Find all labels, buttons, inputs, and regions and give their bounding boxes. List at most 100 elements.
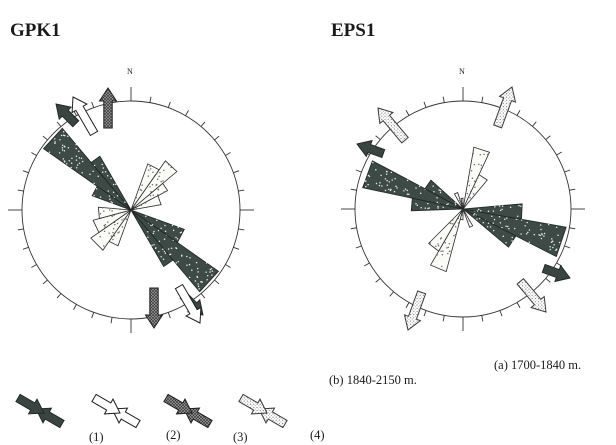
gpk1-petal-dot	[97, 175, 99, 178]
eps1-petal-dot	[367, 183, 369, 186]
eps1-petal-dot	[499, 222, 502, 224]
gpk1-petal-dot	[205, 271, 207, 273]
gpk1-petal-dot	[78, 162, 81, 164]
eps1-petal-light	[427, 208, 464, 252]
eps1-petal-dot	[367, 174, 370, 177]
eps1-petal-dot	[424, 207, 427, 209]
eps1-petal-dot	[406, 179, 409, 182]
gpk1-petal-dot	[102, 245, 105, 247]
eps1-petal-dot	[471, 177, 474, 180]
eps1-petal-dot	[466, 192, 469, 195]
gpk1-petal-dot	[200, 281, 203, 283]
gpk1-petal-dot	[164, 230, 167, 232]
gpk1-petal-dot	[95, 188, 98, 190]
gpk1-petal-dot	[157, 188, 160, 191]
eps1-petal-dot	[454, 226, 457, 228]
gpk1-petal-dot	[63, 150, 66, 152]
eps1-petal-dot	[439, 191, 442, 194]
gpk1-tick	[238, 189, 245, 192]
gpk1-petal-dot	[158, 250, 160, 253]
eps1-petal-dot	[406, 189, 409, 192]
eps1-petal-dot	[446, 203, 448, 206]
gpk1-petal-dot	[170, 247, 173, 249]
eps1-petal-dot	[509, 206, 512, 209]
gpk1-tick	[214, 135, 220, 141]
eps1-petal-dot	[457, 222, 460, 224]
gpk1-petal-dot	[48, 151, 51, 153]
gpk1-petal-dot	[163, 169, 165, 172]
gpk1-petal-dot	[114, 223, 116, 226]
eps1-petal-dot	[520, 233, 522, 235]
gpk1-petal-dot	[175, 236, 177, 239]
eps1-petal-dot	[386, 170, 388, 173]
eps1-petal-dot	[436, 201, 438, 204]
gpk1-petal-dot	[149, 165, 151, 168]
gpk1-petal-dot	[156, 178, 159, 181]
eps1-petal-dot	[454, 233, 457, 236]
gpk1-petal-dot	[189, 257, 191, 259]
eps1-caption-a: (a) 1700-1840 m.	[494, 358, 581, 372]
eps1-arrow-dot-se	[516, 277, 547, 313]
eps1-petal-dot	[388, 188, 390, 191]
eps1-petal-dot	[541, 233, 543, 235]
gpk1-petal-dot	[211, 274, 213, 276]
eps1-petal-dot	[437, 205, 439, 208]
eps1-petal-dot	[479, 154, 482, 156]
eps1-petal-dot	[365, 185, 367, 188]
gpk1-petal-dot	[140, 189, 143, 192]
gpk1-petal-dot	[167, 248, 170, 250]
eps1-petal-dot	[513, 227, 516, 230]
gpk1-petal-dot	[141, 184, 143, 186]
gpk1-tick	[42, 135, 48, 141]
eps1-tick	[516, 110, 521, 116]
gpk1-rose-diagram	[8, 87, 254, 333]
eps1-petal-dot	[472, 149, 475, 152]
eps1-tick	[423, 101, 427, 108]
eps1-petal-dot	[526, 221, 528, 224]
eps1-petal-dot	[418, 185, 421, 187]
gpk1-petal-dot	[112, 183, 115, 186]
gpk1-petal-dot	[163, 250, 166, 253]
gpk1-petal-dot	[147, 175, 150, 177]
eps1-petal-dot	[505, 241, 507, 244]
gpk1-petal-dot	[54, 142, 56, 144]
gpk1-petal-dot	[197, 283, 199, 285]
eps1-petal-dot	[482, 221, 485, 224]
gpk1-petal-dot	[160, 227, 162, 229]
gpk1-petal-dot	[103, 230, 106, 233]
gpk1-north-label: N	[127, 67, 133, 76]
eps1-petal-dot	[385, 173, 388, 175]
gpk1-petal-dot	[140, 204, 143, 206]
gpk1-petal-dot	[158, 175, 160, 178]
gpk1-petal-dot	[196, 275, 198, 278]
gpk1-petal-dot	[99, 196, 102, 198]
gpk1-tick	[233, 246, 240, 250]
eps1-petal-dot	[429, 242, 432, 244]
legend-arrow-1-b	[15, 393, 45, 415]
eps1-petal-dot	[511, 240, 513, 242]
eps1-petal-dot	[467, 180, 470, 182]
gpk1-petal-dot	[104, 225, 106, 228]
eps1-petal-dot	[558, 241, 561, 244]
eps1-north-label: N	[459, 67, 465, 76]
gpk1-petal-dot	[147, 169, 150, 171]
eps1-petal-dot	[454, 203, 457, 206]
eps1-petal-dot	[473, 214, 475, 216]
eps1-petal-dot	[415, 187, 417, 189]
eps1-petal-dot	[404, 188, 407, 190]
eps1-petal-dot	[378, 184, 381, 187]
eps1-petal-dot	[454, 201, 457, 204]
eps1-petal-dot	[427, 207, 429, 210]
eps1-petal-dot	[451, 219, 454, 221]
gpk1-petal-dot	[167, 163, 170, 166]
eps1-tick	[350, 227, 357, 230]
eps1-petal-dot	[452, 222, 454, 225]
gpk1-tick	[91, 312, 95, 319]
eps1-petal-dot	[483, 177, 486, 180]
eps1-petal-dot	[492, 229, 495, 232]
eps1-petal-dot	[501, 208, 503, 211]
gpk1-tick	[17, 228, 24, 231]
eps1-tick	[545, 278, 551, 283]
eps1-petal-dot	[394, 177, 396, 180]
eps1-petal-dot	[520, 205, 522, 207]
